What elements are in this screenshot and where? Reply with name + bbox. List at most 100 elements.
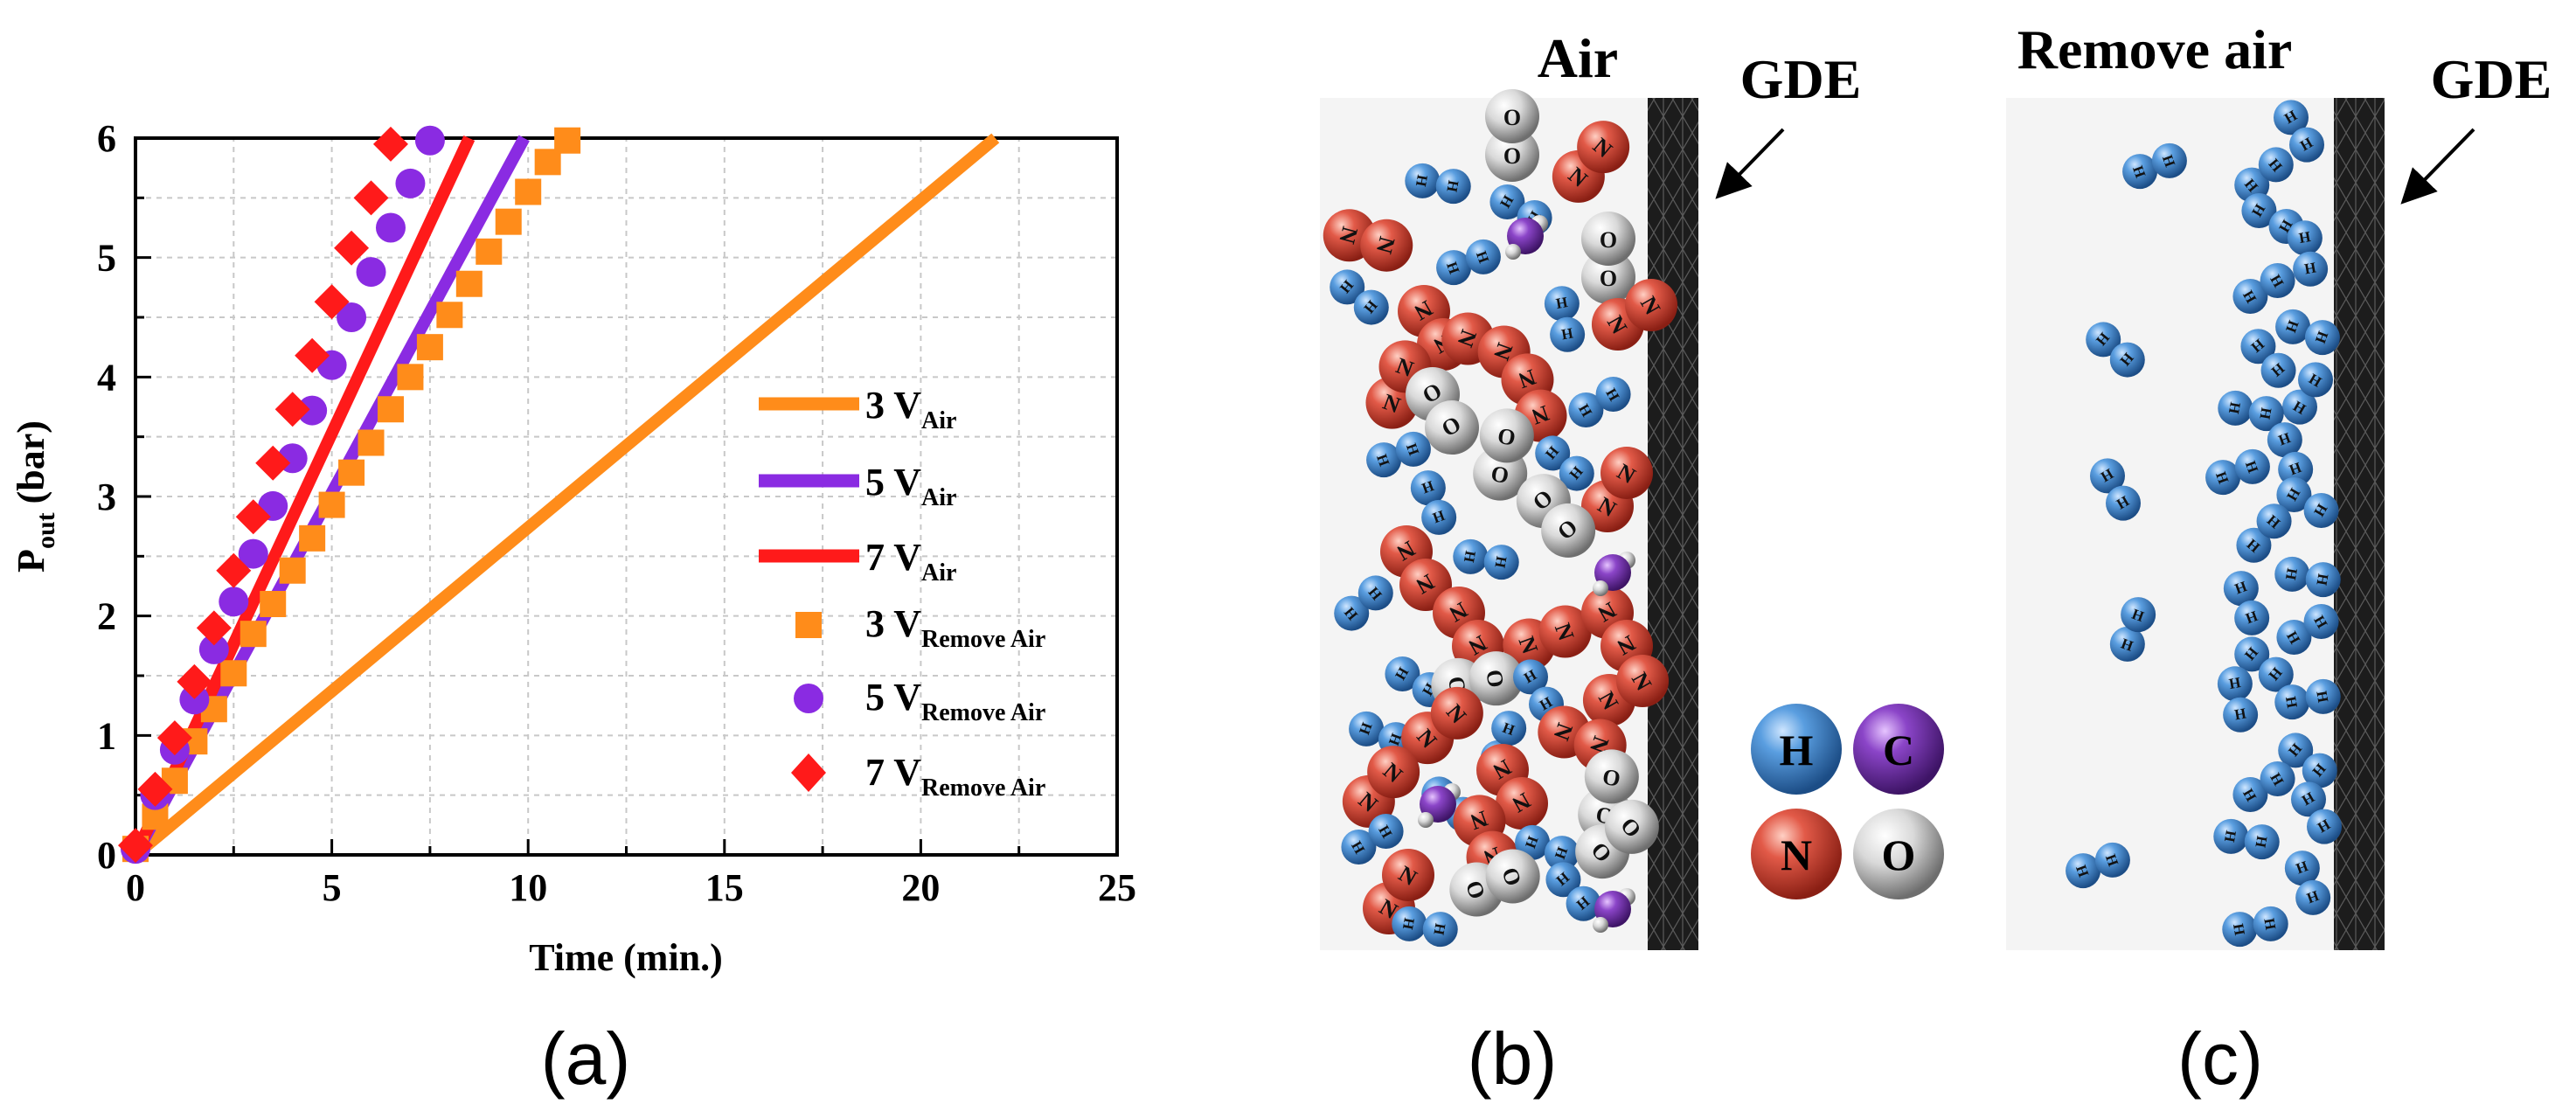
atom-letter: H [1413,174,1431,188]
data-point-diamond-7v-remove-air [353,180,389,216]
atom-letter: H [2313,690,2331,704]
atom-letter: H [2276,429,2293,448]
atom-h [1544,836,1580,871]
atom-letter: H [2242,459,2261,476]
atom-h [2275,309,2311,344]
x-axis-label: Time (min.) [529,936,723,979]
atom-h [1489,184,1525,219]
molecule-h2: HH [1544,286,1586,352]
atom-n [1538,605,1592,658]
axis-ticks: 0 5 10 15 20 25 0 1 2 3 4 5 6 [97,117,1136,909]
data-point-square-3v-remove-air [299,524,326,552]
hydrogen-atom-swatch [1751,704,1842,795]
data-point-diamond-7v-remove-air [334,230,370,266]
atom-letter: H [1403,441,1422,458]
atom-letter: H [1443,179,1462,193]
atom-h [2260,263,2295,298]
y-tick-label: 5 [97,237,116,280]
atom-letter: H [1552,844,1571,861]
atom-h [2302,753,2337,788]
y-tick-label: 3 [97,476,116,518]
data-point-diamond-7v-remove-air [314,284,350,320]
gde-arrow-b [1715,128,1785,199]
y-tick-label: 0 [97,834,116,877]
y-axis-label: Pout (bar) [10,420,60,573]
atom-letter: H [2313,573,2331,587]
molecule-h2: HH [2275,309,2340,356]
atom-letter: H [1473,249,1492,266]
data-point-square-3v-remove-air [397,364,424,391]
molecule-h2: HH [2278,733,2337,788]
y-tick-label: 4 [97,356,116,399]
data-point-circle-5v-remove-air [337,302,367,332]
atom-letter: O [1481,668,1509,690]
molecule-h2: HH [2240,329,2296,388]
atom-letter: H [1555,294,1569,312]
atom-n [1496,777,1548,830]
molecule-h2: HH [2122,142,2187,190]
atom-h [2293,251,2329,287]
atom-letter: H [2212,469,2232,486]
atom-h [2234,448,2270,484]
atom-h [1544,286,1580,322]
legend-entry-3v-air: 3 VAir [759,384,956,434]
atom-h [2278,733,2314,768]
legend-label: 5 VRemove Air [865,676,1045,726]
atom-letter: O [1503,143,1521,169]
atom-h [2109,626,2145,662]
molecule-h2: HH [1330,269,1389,325]
x-tick-label: 15 [705,866,744,909]
data-point-square-3v-remove-air [476,238,503,265]
y-axis-label-symbol: P [10,549,52,573]
molecule-h2: HH [2236,503,2292,563]
atom-h [2274,684,2310,720]
molecule-n2: NN [1552,121,1630,203]
atom-letter: H [2256,406,2274,420]
data-point-diamond-7v-remove-air [274,392,310,427]
atom-h [2109,342,2145,378]
data-point-square-3v-remove-air [358,429,385,456]
molecule-h2: HH [2232,263,2295,314]
data-point-circle-5v-remove-air [238,538,268,569]
molecule-n2: NN [1342,746,1420,828]
atom-letter: H [2225,401,2244,415]
y-axis-label-unit: (bar) [10,420,52,503]
atom-h [2213,818,2249,854]
atom-n [1382,848,1434,901]
x-tick-label: 25 [1098,866,1136,909]
atom-letter: H [2230,922,2248,936]
molecule-h2: HH [2066,842,2130,889]
atom-letter: H [2233,705,2247,723]
data-point-square-3v-remove-air [318,491,345,518]
data-point-square-3v-remove-air [455,270,483,297]
data-point-diamond-7v-remove-air [156,720,192,756]
molecule-h2: HH [2109,597,2156,662]
atom-h [1535,435,1571,471]
data-point-diamond-7v-remove-air [295,337,330,373]
atom-h [2086,322,2121,358]
atom-h [2274,100,2309,135]
atom-h [1422,912,1458,948]
atom-o [1581,250,1635,304]
atom-n [1600,446,1653,499]
molecule-n2: NN [1476,743,1548,830]
atom-letter: H [2119,635,2135,655]
data-point-circle-5v-remove-air [297,395,328,426]
data-point-diamond-7v-remove-air [118,828,153,864]
molecule-h2: HH [2282,362,2333,425]
y-axis-label-subscript: out [31,512,60,549]
atom-h [1410,470,1446,506]
molecule-o2: OO [1578,749,1639,842]
atom-letter: H [2282,318,2302,335]
chart-series [118,125,1000,865]
atom-letter: H [2159,153,2178,170]
atom-h [2232,777,2268,812]
x-tick-label: 0 [126,866,145,909]
atom-h [2234,600,2270,635]
